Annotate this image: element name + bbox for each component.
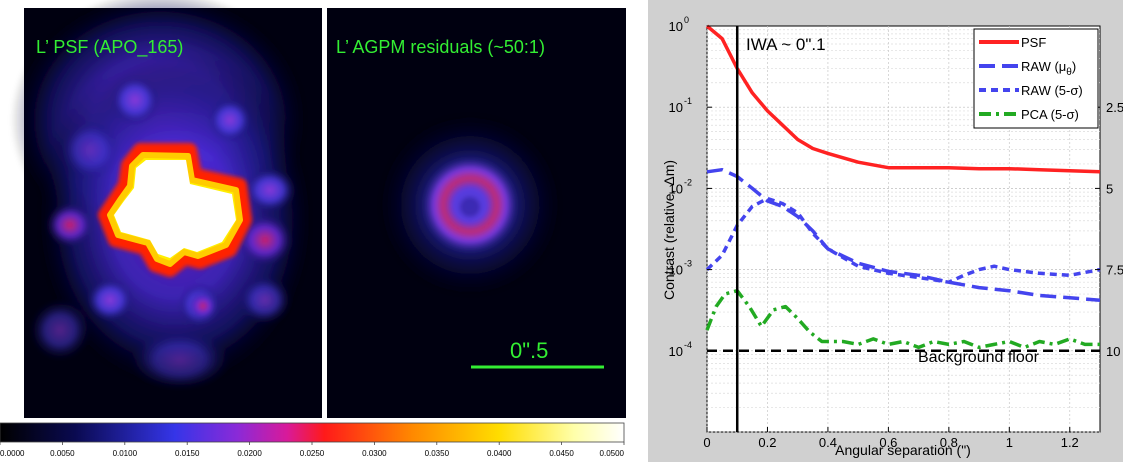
colorbar-tick-label: 0.0350 [425, 449, 450, 458]
y-tick-label: 10 [669, 344, 683, 359]
series-raw-5 [705, 196, 1101, 284]
residual-title: L’ AGPM residuals (~50:1) [336, 37, 545, 57]
right-tick-label: 7.5 [1106, 263, 1123, 278]
x-tick-label: 1.2 [1061, 435, 1079, 450]
colorbar-tick-label: 0.0450 [549, 449, 574, 458]
x-tick-label: 0.8 [940, 435, 958, 450]
colorbar: 0.0000 0.0050 0.0100 0.0150 0.0200 0.0250 0.03… [0, 422, 625, 458]
panel-separator [322, 8, 327, 418]
x-tick-label: 0 [703, 435, 710, 450]
right-tick-label: 2.5 [1106, 100, 1123, 115]
x-tick-label: 1 [1006, 435, 1013, 450]
legend-label: RAW (μθ) [1021, 59, 1076, 78]
colorbar-tick-label: 0.0100 [113, 449, 138, 458]
colorbar-tick-label: 0.0250 [300, 449, 325, 458]
y-tick-label: 10 [669, 19, 683, 34]
colorbar-tick-label: 0.0400 [487, 449, 512, 458]
iwa-label: IWA ~ 0".1 [746, 35, 826, 54]
psf-core [98, 143, 252, 277]
y-tick-label: 10 [669, 181, 683, 196]
series-psf [705, 24, 1101, 174]
background-floor-label: Background floor [918, 349, 1040, 366]
y-tick-label: 10 [669, 100, 683, 115]
y-tick-label: 10 [669, 263, 683, 278]
right-tick-label: 10 [1106, 344, 1120, 359]
y-tick-exponent: -1 [684, 96, 692, 106]
legend-label: RAW (5-σ) [1021, 83, 1083, 98]
residual-image-panel: L’ AGPM residuals (~50:1) 0".5 [327, 8, 626, 418]
x-tick-label: 0.6 [879, 435, 897, 450]
colorbar-tick-label: 0.0000 [0, 449, 25, 458]
colorbar-tick-label: 0.0050 [50, 449, 75, 458]
x-tick-label: 0.2 [758, 435, 776, 450]
psf-and-residual-images: L’ PSF (APO_165) L’ AGPM residuals (~50:… [0, 0, 626, 458]
y-tick-exponent: -4 [684, 340, 692, 350]
y-tick-exponent: 0 [684, 15, 689, 25]
colorbar-tick-label: 0.0150 [175, 449, 200, 458]
x-axis-label: Angular separation (") [835, 442, 971, 458]
scale-bar-label: 0".5 [510, 338, 548, 363]
colorbar-tick-label: 0.0300 [362, 449, 387, 458]
legend-box [973, 28, 1099, 129]
legend: PSF RAW (μθ) RAW (5-σ) PCA (5-σ) [973, 28, 1099, 129]
right-tick-label: 5 [1106, 181, 1113, 196]
y-tick-exponent: -2 [684, 177, 692, 187]
y-axis-label: Contrast (relative, Δm) [661, 160, 677, 300]
legend-label: PSF [1021, 35, 1046, 50]
legend-label: PCA (5-σ) [1021, 107, 1079, 122]
psf-image-panel: L’ PSF (APO_165) [10, 0, 322, 418]
psf-title: L’ PSF (APO_165) [36, 37, 183, 58]
y-tick-exponent: -3 [684, 259, 692, 269]
colorbar-tick-label: 0.0200 [237, 449, 262, 458]
colorbar-tick-label: 0.0500 [600, 449, 625, 458]
x-tick-label: 0.4 [819, 435, 837, 450]
